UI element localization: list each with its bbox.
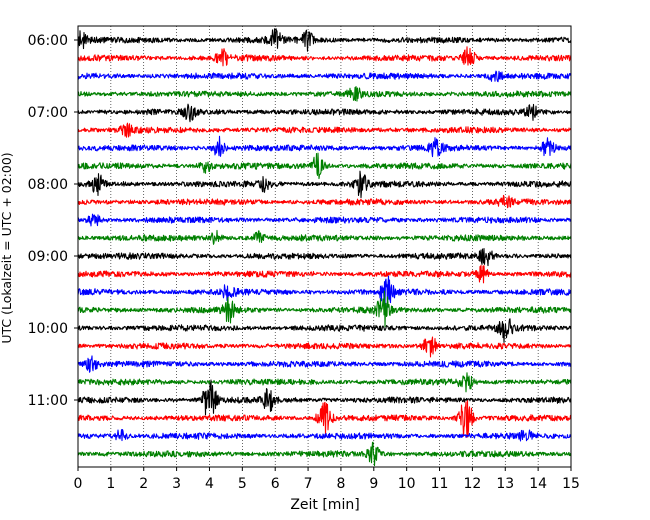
seismogram-trace [78, 103, 571, 123]
x-tick-label: 2 [139, 476, 148, 492]
seismogram-trace [78, 122, 571, 138]
x-tick-label: 6 [271, 476, 280, 492]
seismogram-trace [78, 264, 571, 284]
seismogram-trace [78, 441, 571, 467]
y-tick-label: 06:00 [28, 33, 68, 49]
seismogram-trace [78, 429, 571, 442]
x-tick-label: 9 [369, 476, 378, 492]
x-tick-label: 14 [529, 476, 547, 492]
seismogram-trace [78, 70, 571, 83]
y-tick-label: 08:00 [28, 177, 68, 193]
seismogram-trace [78, 372, 571, 393]
seismogram-trace [78, 355, 571, 373]
x-tick-label: 15 [562, 476, 580, 492]
x-axis-label: Zeit [min] [290, 497, 359, 513]
y-tick-label: 11:00 [28, 393, 68, 409]
y-tick-label: 10:00 [28, 321, 68, 337]
y-tick-label: 09:00 [28, 249, 68, 265]
seismogram-trace [78, 400, 571, 438]
x-axis: 0 1 2 3 4 5 6 7 8 9 10 11 12 13 14 15 [74, 467, 580, 492]
seismogram-trace [78, 135, 571, 158]
seismogram-trace [78, 194, 571, 209]
seismogram-trace [78, 213, 571, 227]
plot-frame [77, 25, 572, 468]
y-tick-label: 07:00 [28, 105, 68, 121]
seismogram-trace [78, 46, 571, 67]
x-tick-label: 3 [172, 476, 181, 492]
seismogram-trace [78, 170, 571, 199]
x-tick-label: 8 [336, 476, 345, 492]
y-axis: 06:00 07:00 08:00 09:00 10:00 11:00 [28, 33, 78, 409]
seismic-traces [78, 28, 571, 467]
seismogram-trace [78, 318, 571, 343]
x-tick-label: 7 [304, 476, 313, 492]
x-tick-label: 1 [106, 476, 115, 492]
x-tick-label: 5 [238, 476, 247, 492]
seismogram-trace [78, 229, 571, 245]
x-tick-label: 13 [496, 476, 514, 492]
seismogram-trace [78, 152, 571, 180]
x-tick-label: 11 [431, 476, 449, 492]
x-tick-label: 10 [398, 476, 416, 492]
seismogram-trace [78, 379, 571, 416]
seismogram-trace [78, 275, 571, 308]
y-axis-label: UTC (Lokalzeit = UTC + 02:00) [0, 152, 14, 343]
seismogram-trace [78, 86, 571, 102]
x-tick-label: 4 [205, 476, 214, 492]
seismogram-trace [78, 336, 571, 358]
seismogram-trace [78, 290, 571, 328]
x-tick-label: 0 [74, 476, 83, 492]
seismogram-trace [78, 247, 571, 267]
x-tick-label: 12 [463, 476, 481, 492]
seismogram-trace [78, 28, 571, 52]
